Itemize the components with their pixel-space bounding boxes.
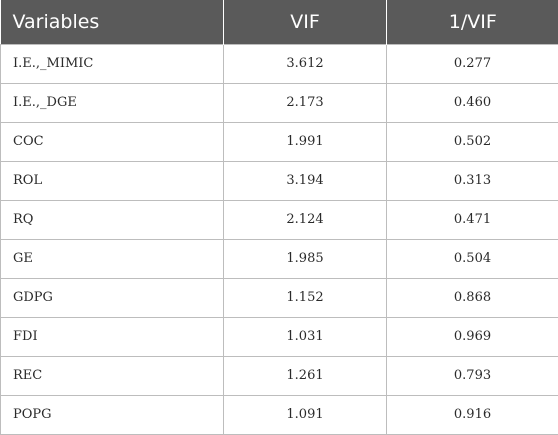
- table-body: I.E.,_MIMIC 3.612 0.277 I.E.,_DGE 2.173 …: [0, 43, 558, 435]
- cell-variable: POPG: [0, 394, 224, 435]
- cell-vif: 1.152: [223, 277, 387, 318]
- cell-vif: 3.612: [223, 43, 387, 84]
- cell-variable: FDI: [0, 316, 224, 357]
- table-row: GDPG 1.152 0.868: [0, 277, 558, 318]
- cell-inv-vif: 0.793: [386, 355, 558, 396]
- cell-vif: 1.261: [223, 355, 387, 396]
- header-row: Variables VIF 1/VIF: [0, 0, 558, 44]
- cell-vif: 1.991: [223, 121, 387, 162]
- cell-inv-vif: 0.916: [386, 394, 558, 435]
- cell-variable: ROL: [0, 160, 224, 201]
- cell-variable: RQ: [0, 199, 224, 240]
- header-inv-vif: 1/VIF: [448, 10, 497, 33]
- cell-variable: I.E.,_DGE: [0, 82, 224, 123]
- cell-inv-vif: 0.504: [386, 238, 558, 279]
- cell-variable: REC: [0, 355, 224, 396]
- table-row: GE 1.985 0.504: [0, 238, 558, 279]
- cell-vif: 2.173: [223, 82, 387, 123]
- table-row: POPG 1.091 0.916: [0, 394, 558, 435]
- table-row: COC 1.991 0.502: [0, 121, 558, 162]
- cell-inv-vif: 0.460: [386, 82, 558, 123]
- cell-variable: COC: [0, 121, 224, 162]
- header-variables: Variables: [0, 0, 224, 44]
- cell-inv-vif: 0.471: [386, 199, 558, 240]
- cell-inv-vif: 0.277: [386, 43, 558, 84]
- cell-variable: I.E.,_MIMIC: [0, 43, 224, 84]
- cell-vif: 3.194: [223, 160, 387, 201]
- cell-variable: GE: [0, 238, 224, 279]
- table-row: I.E.,_MIMIC 3.612 0.277: [0, 43, 558, 84]
- cell-inv-vif: 0.502: [386, 121, 558, 162]
- table-header: Variables VIF 1/VIF: [0, 0, 558, 44]
- table-row: RQ 2.124 0.471: [0, 199, 558, 240]
- cell-variable: GDPG: [0, 277, 224, 318]
- table-row: FDI 1.031 0.969: [0, 316, 558, 357]
- table-row: REC 1.261 0.793: [0, 355, 558, 396]
- header-vif: VIF: [223, 0, 387, 44]
- cell-inv-vif: 0.969: [386, 316, 558, 357]
- cell-vif: 1.031: [223, 316, 387, 357]
- cell-inv-vif: 0.868: [386, 277, 558, 318]
- cell-vif: 1.985: [223, 238, 387, 279]
- cell-inv-vif: 0.313: [386, 160, 558, 201]
- cell-vif: 1.091: [223, 394, 387, 435]
- cell-vif: 2.124: [223, 199, 387, 240]
- table-row: ROL 3.194 0.313: [0, 160, 558, 201]
- table-row: I.E.,_DGE 2.173 0.460: [0, 82, 558, 123]
